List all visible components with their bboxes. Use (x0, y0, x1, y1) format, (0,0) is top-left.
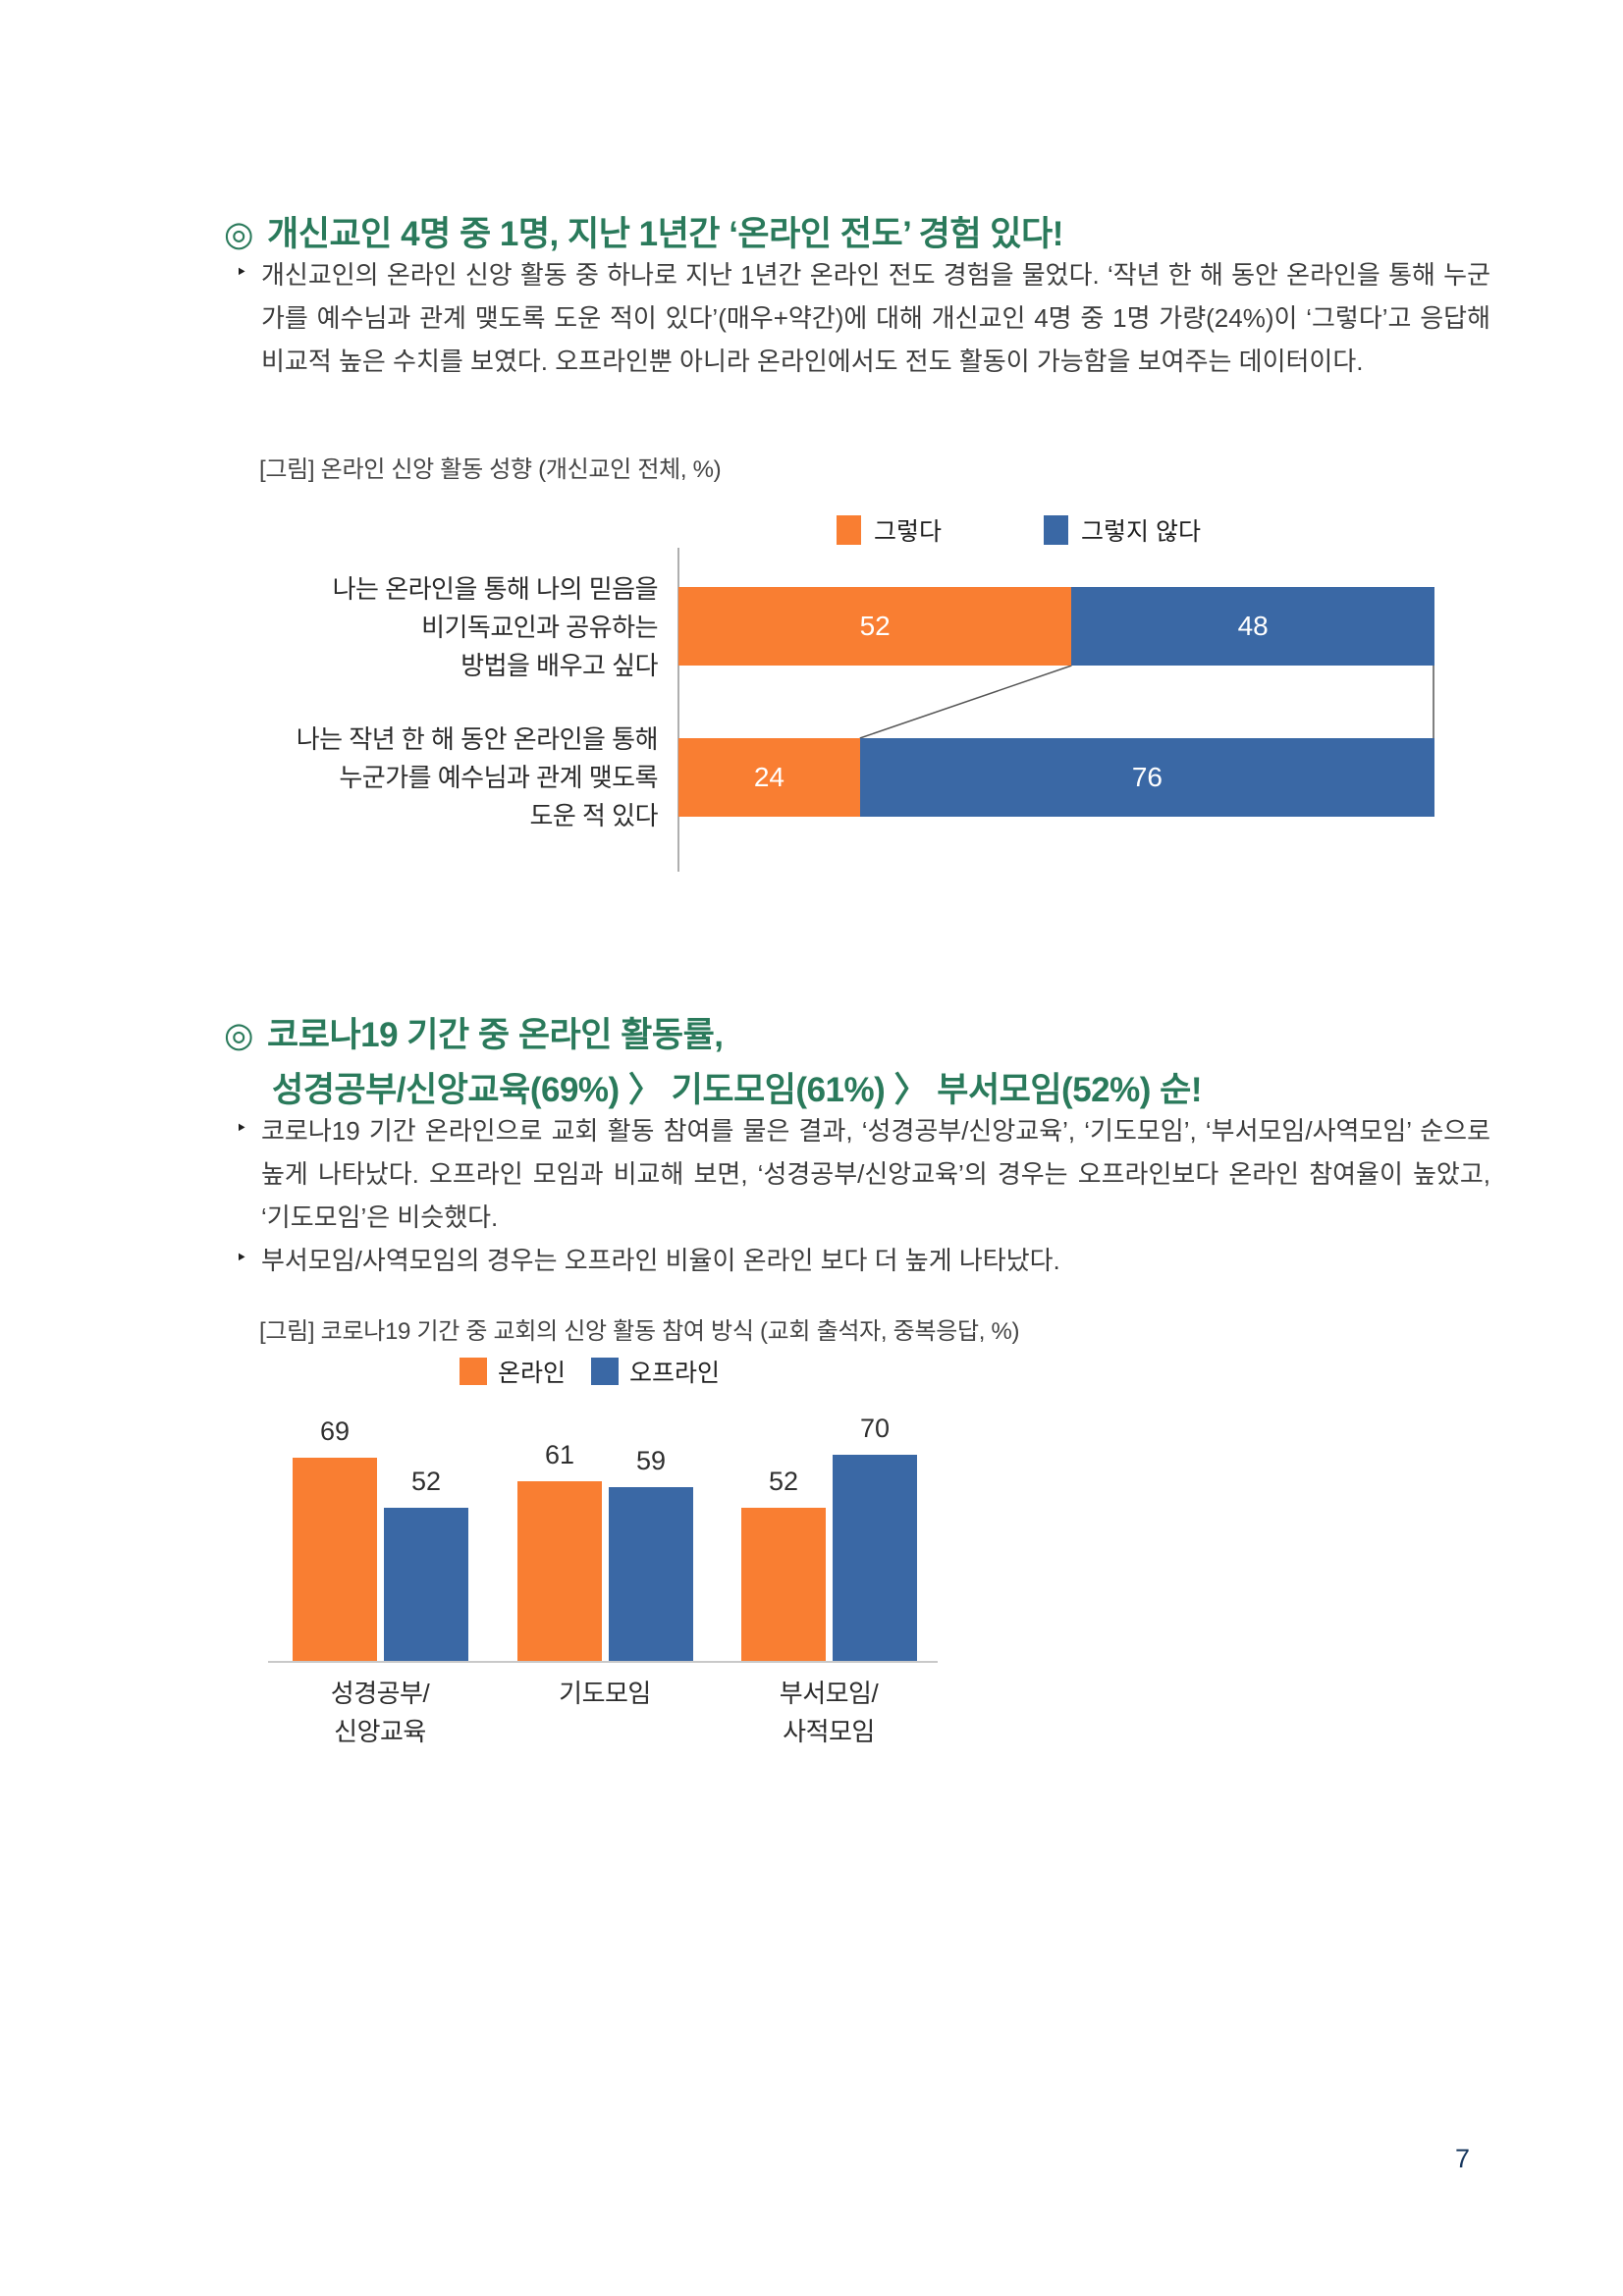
figure1-axis-line (677, 548, 679, 872)
bullet-icon: ‣ (236, 1248, 247, 1269)
section1-marker-icon: ◎ (224, 215, 254, 254)
section2-heading-line1: 코로나19 기간 중 온라인 활동률, (267, 1016, 724, 1055)
column-value-label: 52 (768, 1467, 799, 1496)
x-axis-label: 기도모임 (512, 1675, 698, 1713)
x-axis-label-line: 부서모임/ (779, 1679, 879, 1708)
legend-swatch (1044, 515, 1069, 545)
bar-segment-yes: 24 (678, 738, 860, 817)
bar-value-label: 48 (1237, 611, 1269, 641)
bar-category-label-line: 도운 적 있다 (529, 801, 658, 830)
bar-category-label-line: 비기독교인과 공유하는 (421, 613, 658, 642)
column-offline: 52 (384, 1467, 468, 1661)
legend-label: 그렇지 않다 (1081, 518, 1201, 546)
legend-swatch (460, 1358, 487, 1385)
legend-label: 그렇다 (874, 518, 943, 546)
bar-value-label: 52 (859, 611, 891, 641)
stacked-bar-row: 24 76 (678, 738, 1434, 817)
section2-paragraph1-text: 코로나19 기간 온라인으로 교회 활동 참여를 물은 결과, ‘성경공부/신앙… (261, 1116, 1490, 1232)
bar-category-label-line: 누군가를 예수님과 관계 맺도록 (339, 763, 658, 792)
legend-item: 그렇다 (837, 512, 942, 548)
figure2-legend: 온라인 오프라인 (460, 1354, 720, 1389)
section1-paragraph-text: 개신교인의 온라인 신앙 활동 중 하나로 지난 1년간 온라인 전도 경험을 … (261, 260, 1490, 376)
x-axis-label-line: 성경공부/ (330, 1679, 430, 1708)
legend-label: 오프라인 (629, 1360, 721, 1387)
column-online: 69 (293, 1416, 377, 1661)
column-online: 52 (741, 1467, 826, 1661)
legend-swatch (591, 1358, 620, 1385)
x-axis-label: 부서모임/사적모임 (735, 1675, 922, 1751)
column-online: 61 (517, 1440, 602, 1661)
section1-heading: ◎ 개신교인 4명 중 1명, 지난 1년간 ‘온라인 전도’ 경험 있다! (224, 207, 1063, 262)
section2-heading: ◎ 코로나19 기간 중 온라인 활동률, 성경공부/신앙교육(69%) 〉 기도… (224, 1008, 1203, 1118)
figure1-legend: 그렇다 그렇지 않다 (837, 512, 1201, 548)
section2-paragraph2-text: 부서모임/사역모임의 경우는 오프라인 비율이 온라인 보다 더 높게 나타났다… (261, 1246, 1060, 1275)
bar-value-label: 76 (1131, 762, 1163, 792)
section1-paragraph: ‣ 개신교인의 온라인 신앙 활동 중 하나로 지난 1년간 온라인 전도 경험… (236, 253, 1490, 383)
section2-paragraph1: ‣ 코로나19 기간 온라인으로 교회 활동 참여를 물은 결과, ‘성경공부/… (236, 1109, 1490, 1239)
bar-category-label-line: 나는 온라인을 통해 나의 믿음을 (332, 574, 659, 604)
bar-segment-no: 76 (859, 738, 1434, 817)
bar-category-label-line: 방법을 배우고 싶다 (460, 651, 658, 680)
x-axis-label-line: 사적모임 (783, 1717, 875, 1746)
figure1-caption: [그림] 온라인 신앙 활동 성향 (개신교인 전체, %) (259, 456, 722, 483)
column-value-label: 59 (635, 1446, 667, 1475)
bullet-icon: ‣ (236, 1118, 247, 1140)
x-axis-label: 성경공부/신앙교육 (287, 1675, 473, 1751)
section2-paragraph2: ‣ 부서모임/사역모임의 경우는 오프라인 비율이 온라인 보다 더 높게 나타… (236, 1239, 1490, 1282)
legend-swatch (837, 515, 861, 545)
page-number: 7 (1455, 2144, 1471, 2173)
x-axis-label-line: 기도모임 (559, 1679, 651, 1708)
section1-heading-text: 개신교인 4명 중 1명, 지난 1년간 ‘온라인 전도’ 경험 있다! (267, 215, 1063, 254)
column-value-label: 70 (859, 1414, 891, 1443)
legend-item: 온라인 (460, 1354, 566, 1389)
stacked-bar-row: 52 48 (678, 587, 1434, 666)
column-value-label: 61 (544, 1440, 575, 1469)
legend-item: 그렇지 않다 (1044, 512, 1201, 548)
figure1-diagonal-connector-line (859, 666, 1072, 738)
column-value-label: 69 (319, 1416, 351, 1446)
column-offline: 70 (833, 1414, 917, 1661)
column-value-label: 52 (410, 1467, 442, 1496)
figure1-connector-lines (859, 666, 1434, 738)
x-axis-label-line: 신앙교육 (334, 1717, 426, 1746)
column-offline: 59 (609, 1446, 693, 1661)
section2-heading-line2: 성경공부/신앙교육(69%) 〉 기도모임(61%) 〉 부서모임(52%) 순… (272, 1071, 1203, 1110)
bullet-icon: ‣ (236, 262, 247, 284)
bar-value-label: 24 (753, 762, 784, 792)
bar-category-label-line: 나는 작년 한 해 동안 온라인을 통해 (296, 724, 659, 754)
figure2-plot-area: 69 52 성경공부/신앙교육 61 59 기도모임 52 70 부서모임/사적모임 (268, 1414, 938, 1746)
legend-item: 오프라인 (591, 1354, 720, 1389)
figure2-caption: [그림] 코로나19 기간 중 교회의 신앙 활동 참여 방식 (교회 출석자,… (259, 1318, 1020, 1345)
section2-marker-icon: ◎ (224, 1016, 254, 1055)
bar-segment-no: 48 (1071, 587, 1434, 666)
legend-label: 온라인 (498, 1360, 567, 1387)
bar-segment-yes: 52 (678, 587, 1072, 666)
